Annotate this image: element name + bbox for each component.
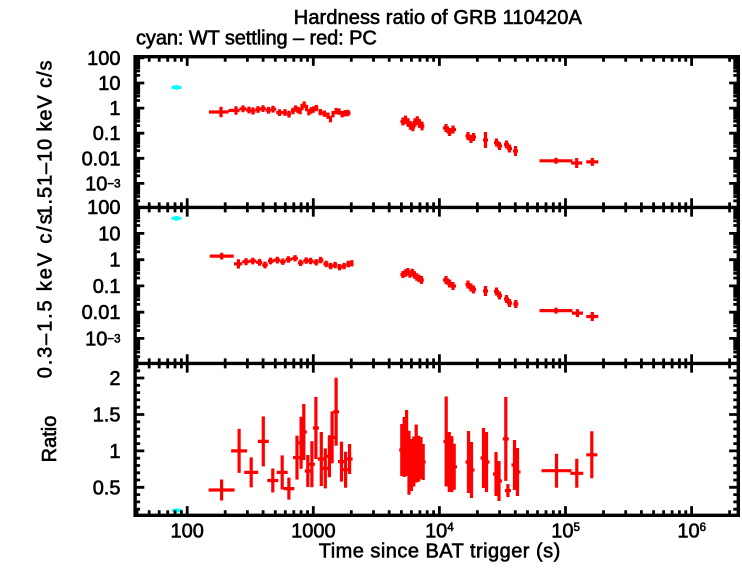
svg-text:106: 106 xyxy=(677,520,706,542)
svg-text:1000: 1000 xyxy=(291,520,336,542)
svg-text:104: 104 xyxy=(425,520,454,542)
svg-text:0.01: 0.01 xyxy=(82,148,121,170)
svg-text:100: 100 xyxy=(87,48,120,70)
svg-text:0.1: 0.1 xyxy=(93,276,121,298)
svg-text:10−3: 10−3 xyxy=(85,173,120,195)
svg-text:0.1: 0.1 xyxy=(93,123,121,145)
svg-text:100: 100 xyxy=(87,197,120,219)
svg-text:Time since BAT trigger (s): Time since BAT trigger (s) xyxy=(319,540,561,562)
svg-text:10−3: 10−3 xyxy=(85,328,120,350)
svg-text:2: 2 xyxy=(109,368,120,390)
svg-text:0.5: 0.5 xyxy=(93,477,121,499)
svg-text:1: 1 xyxy=(109,441,120,463)
svg-text:1.5: 1.5 xyxy=(93,405,121,427)
svg-text:0.3–1.5 keV c/s: 0.3–1.5 keV c/s xyxy=(35,214,57,378)
svg-text:Ratio: Ratio xyxy=(39,416,61,463)
svg-text:10: 10 xyxy=(98,223,120,245)
svg-text:1: 1 xyxy=(109,98,120,120)
svg-text:10: 10 xyxy=(98,73,120,95)
svg-text:Hardness ratio of GRB 110420A: Hardness ratio of GRB 110420A xyxy=(294,7,583,29)
svg-text:0.01: 0.01 xyxy=(82,302,121,324)
svg-text:105: 105 xyxy=(551,520,580,542)
svg-text:1: 1 xyxy=(109,250,120,272)
svg-text:cyan: WT settling – red: PC: cyan: WT settling – red: PC xyxy=(136,27,377,49)
svg-text:1.51–10 keV c/s: 1.51–10 keV c/s xyxy=(35,61,57,217)
svg-text:100: 100 xyxy=(171,520,204,542)
